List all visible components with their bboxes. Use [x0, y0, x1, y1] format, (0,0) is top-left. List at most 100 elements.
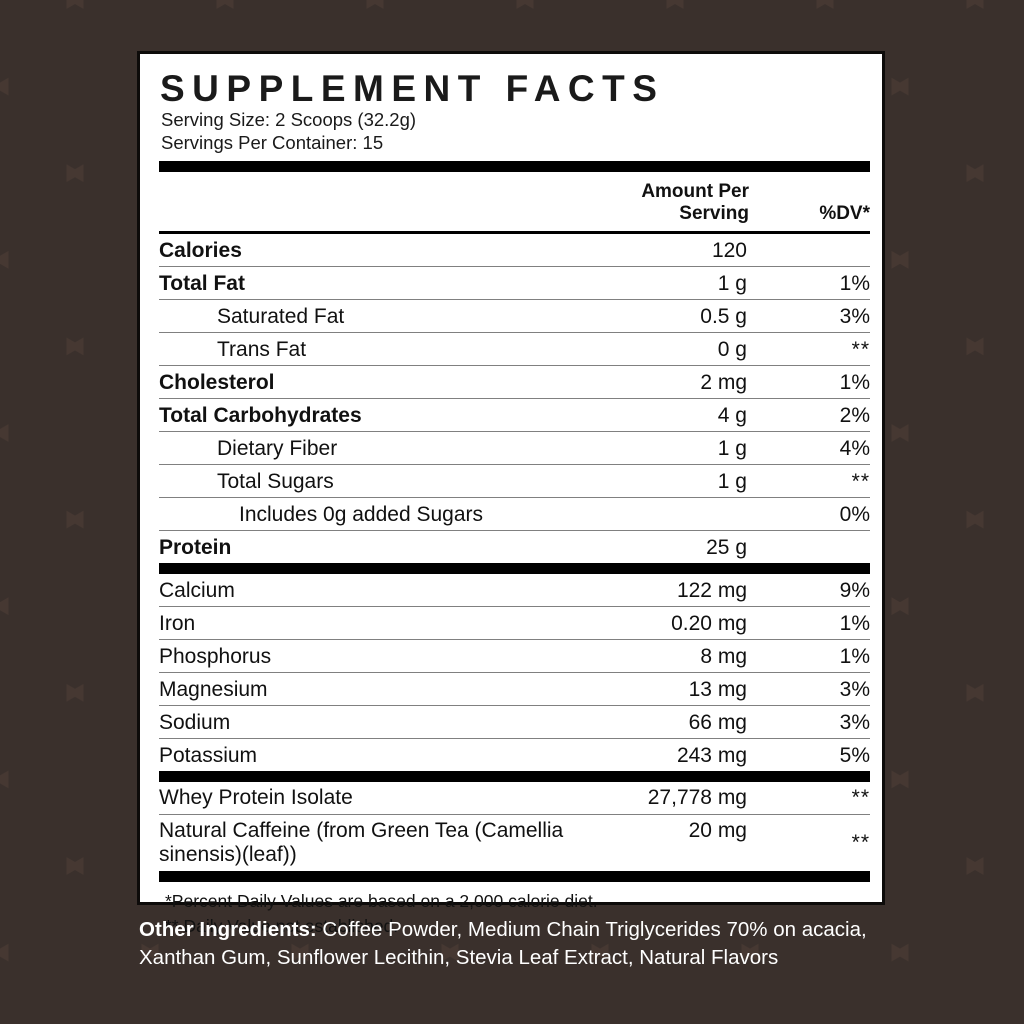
column-header-nutrient	[159, 172, 577, 233]
table-row: Potassium 243 mg 5%	[159, 738, 870, 772]
ingredients-table: Whey Protein Isolate 27,778 mg ** Natural C…	[159, 782, 870, 871]
mineral-name: Potassium	[159, 738, 577, 772]
table-row: Magnesium 13 mg 3%	[159, 672, 870, 706]
mineral-name: Phosphorus	[159, 639, 577, 673]
nutrient-name: Protein	[159, 530, 577, 564]
dv-not-established-marker: **	[851, 338, 870, 362]
table-row: Natural Caffeine (from Green Tea (Camell…	[159, 814, 870, 871]
table-row: Calcium 122 mg 9%	[159, 574, 870, 607]
nutrient-dv: 2%	[763, 398, 870, 432]
mineral-dv: 1%	[763, 639, 870, 673]
table-row: Total Fat 1 g 1%	[159, 266, 870, 300]
nutrient-amount	[577, 497, 763, 531]
mineral-amount: 0.20 mg	[577, 606, 763, 640]
table-row: Dietary Fiber 1 g 4%	[159, 431, 870, 465]
table-row: Protein 25 g	[159, 530, 870, 564]
ingredient-name-text: Natural Caffeine (from Green Tea (Camell…	[159, 819, 564, 867]
nutrient-name: Includes 0g added Sugars	[159, 497, 577, 531]
divider-bar-ingredients	[159, 771, 870, 783]
nutrient-dv	[763, 530, 870, 564]
divider-bar-bottom	[159, 870, 870, 882]
nutrient-name: Dietary Fiber	[159, 431, 577, 465]
nutrient-name: Saturated Fat	[159, 299, 577, 333]
ingredient-name: Natural Caffeine (from Green Tea (Camell…	[159, 814, 577, 871]
mineral-dv: 3%	[763, 672, 870, 706]
mineral-amount: 66 mg	[577, 705, 763, 739]
nutrient-dv: 4%	[763, 431, 870, 465]
table-row: Iron 0.20 mg 1%	[159, 606, 870, 640]
mineral-amount: 122 mg	[676, 579, 747, 603]
mineral-name: Iron	[159, 606, 577, 640]
nutrient-amount: 1 g	[577, 266, 763, 300]
servings-per-container: Servings Per Container: 15	[161, 131, 384, 153]
table-row: Total Carbohydrates 4 g 2%	[159, 398, 870, 432]
footnote-dv-not-established: ** Daily Value not established.	[165, 916, 399, 937]
ingredient-amount: 27,778 mg	[647, 786, 747, 810]
minerals-table: Calcium 122 mg 9% Iron 0.20 mg 1% Phosphorus 8 …	[159, 574, 870, 772]
other-ingredients-heading: Other Ingredients:	[139, 918, 317, 941]
ingredient-name: Whey Protein Isolate	[159, 782, 577, 815]
nutrient-amount: 120	[577, 231, 763, 267]
nutrient-dv: **	[763, 332, 870, 366]
mineral-dv: 1%	[763, 606, 870, 640]
nutrient-amount: 0.5 g	[577, 299, 763, 333]
nutrient-amount: 1 g	[577, 464, 763, 498]
mineral-name: Magnesium	[159, 672, 577, 706]
ingredient-name-text: Whey Protein Isolate	[159, 786, 353, 810]
ingredient-dv: **	[763, 814, 870, 871]
mineral-amount: 8 mg	[577, 639, 763, 673]
page-title: SUPPLEMENT FACTS	[160, 68, 665, 109]
nutrition-table: Amount Per Serving %DV* Calories 120 Total…	[159, 172, 870, 564]
table-row: Includes 0g added Sugars 0%	[159, 497, 870, 531]
table-row: Phosphorus 8 mg 1%	[159, 639, 870, 673]
divider-bar-top	[159, 161, 870, 173]
nutrient-name: Total Fat	[159, 266, 577, 300]
nutrient-dv: 1%	[763, 365, 870, 399]
table-row: Saturated Fat 0.5 g 3%	[159, 299, 870, 333]
other-ingredients: Other Ingredients: Coffee Powder, Medium…	[139, 916, 899, 971]
table-row: Calories 120	[159, 231, 870, 267]
mineral-dv: 5%	[763, 738, 870, 772]
other-ingredients-text: Coffee Powder, Medium Chain Triglyceride…	[139, 918, 867, 969]
footnote-daily-values: *Percent Daily Values are based on a 2,0…	[165, 890, 598, 911]
mineral-name: Calcium	[159, 579, 235, 603]
nutrient-dv	[763, 231, 870, 267]
mineral-dv: 9%	[839, 579, 870, 603]
supplement-facts-panel: SUPPLEMENT FACTS Serving Size: 2 Scoops …	[137, 51, 885, 936]
nutrient-name: Calories	[159, 231, 577, 267]
nutrition-table-body: Amount Per Serving %DV*	[159, 172, 870, 233]
nutrient-dv: 3%	[763, 299, 870, 333]
nutrient-amount: 4 g	[577, 398, 763, 432]
serving-size: Serving Size: 2 Scoops (32.2g)	[161, 108, 417, 130]
table-row: Whey Protein Isolate 27,778 mg **	[159, 782, 870, 815]
nutrient-amount: 0 g	[577, 332, 763, 366]
nutrition-rows: Calories 120 Total Fat 1 g 1% Saturated Fat 0.…	[159, 231, 870, 564]
ingredient-dv: **	[763, 782, 870, 815]
footnotes: *Percent Daily Values are based on a 2,0…	[159, 882, 870, 940]
table-row: Trans Fat 0 g **	[159, 332, 870, 366]
nutrient-amount: 1 g	[577, 431, 763, 465]
dv-not-established-marker: **	[851, 470, 870, 494]
table-row: Cholesterol 2 mg 1%	[159, 365, 870, 399]
mineral-amount: 243 mg	[577, 738, 763, 772]
column-header-amount: Amount Per Serving	[641, 181, 749, 225]
nutrient-dv: 0%	[763, 497, 870, 531]
ingredient-rows: Whey Protein Isolate 27,778 mg ** Natural C…	[159, 782, 870, 871]
dv-not-established-marker: **	[851, 831, 870, 855]
table-row: Sodium 66 mg 3%	[159, 705, 870, 739]
nutrient-dv: **	[763, 464, 870, 498]
dv-not-established-marker: **	[851, 786, 870, 810]
table-row: Total Sugars 1 g **	[159, 464, 870, 498]
mineral-rows: Calcium 122 mg 9% Iron 0.20 mg 1% Phosphorus 8 …	[159, 574, 870, 772]
nutrient-name: Total Sugars	[159, 464, 577, 498]
table-header-row: Amount Per Serving %DV*	[159, 172, 870, 233]
mineral-dv: 3%	[763, 705, 870, 739]
mineral-amount: 13 mg	[577, 672, 763, 706]
nutrient-name: Cholesterol	[159, 365, 577, 399]
nutrient-name: Trans Fat	[159, 332, 577, 366]
nutrient-amount: 25 g	[577, 530, 763, 564]
nutrient-amount: 2 mg	[577, 365, 763, 399]
nutrient-name: Total Carbohydrates	[159, 398, 577, 432]
nutrient-dv: 1%	[763, 266, 870, 300]
ingredient-amount: 20 mg	[577, 814, 763, 871]
